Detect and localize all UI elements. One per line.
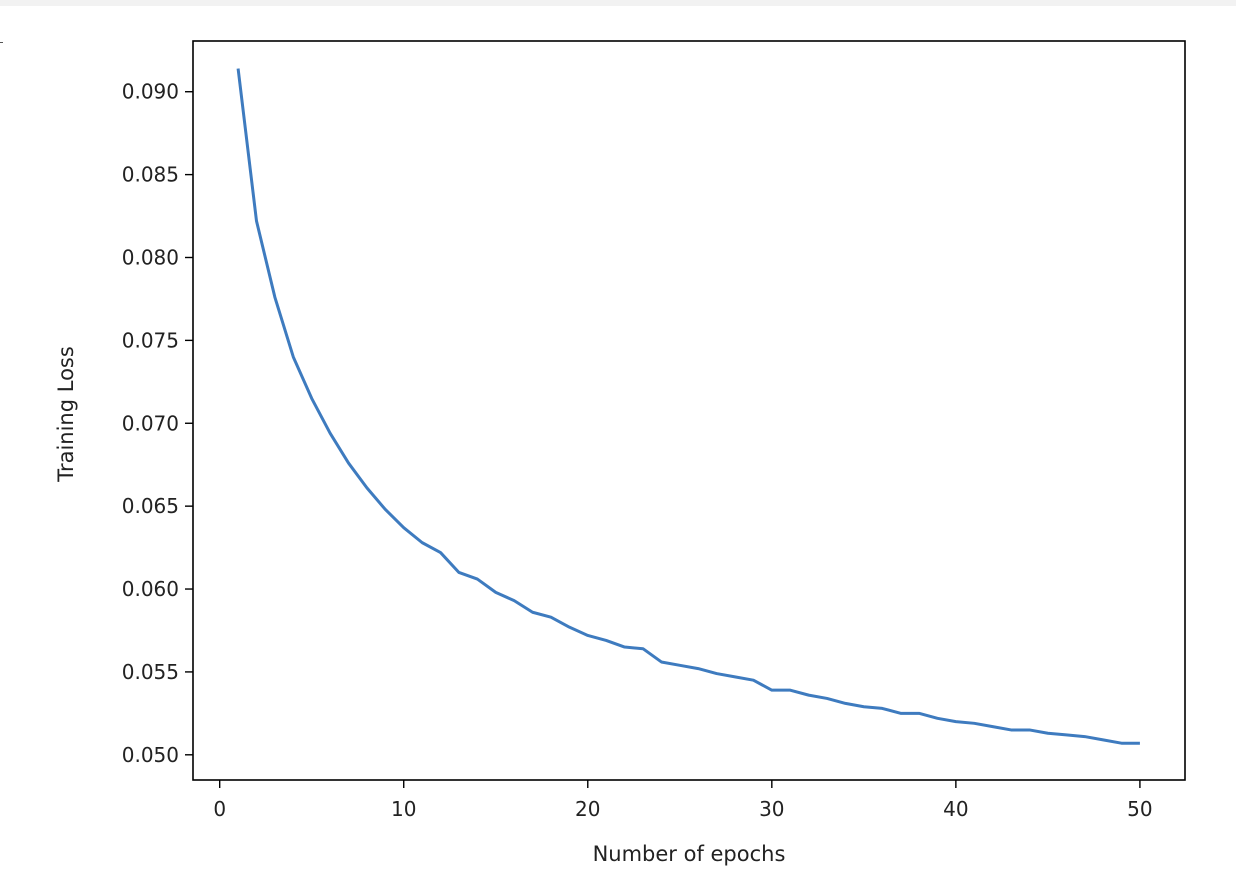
y-tick-label: 0.085 — [122, 163, 179, 187]
x-axis-label: Number of epochs — [593, 842, 786, 866]
y-tick-label: 0.065 — [122, 494, 179, 518]
y-tick-label: 0.070 — [122, 411, 179, 435]
x-tick-label: 30 — [759, 797, 784, 821]
plot-frame — [192, 40, 1186, 781]
y-axis-ticks: 0.050 0.055 0.060 0.065 0.070 0.075 0.080 0.085… — [122, 80, 193, 767]
y-tick-label: 0.050 — [122, 743, 179, 767]
training-loss-line — [236, 68, 1140, 745]
x-tick-label: 50 — [1127, 797, 1152, 821]
y-tick-label: 0.075 — [122, 328, 179, 352]
x-tick-label: 0 — [213, 797, 226, 821]
y-tick-label: 0.060 — [122, 577, 179, 601]
series-layer — [236, 68, 1140, 745]
y-tick-label: 0.080 — [122, 245, 179, 269]
y-tick-label: 0.055 — [122, 660, 179, 684]
x-tick-label: 20 — [575, 797, 600, 821]
x-tick-label: 40 — [943, 797, 968, 821]
x-axis-ticks: 0 10 20 30 40 50 — [213, 780, 1153, 821]
x-tick-label: 10 — [391, 797, 416, 821]
y-axis-label: Training Loss — [54, 346, 78, 483]
top-strip — [0, 0, 1236, 6]
corner-mark — [0, 42, 3, 43]
y-tick-label: 0.090 — [122, 80, 179, 104]
